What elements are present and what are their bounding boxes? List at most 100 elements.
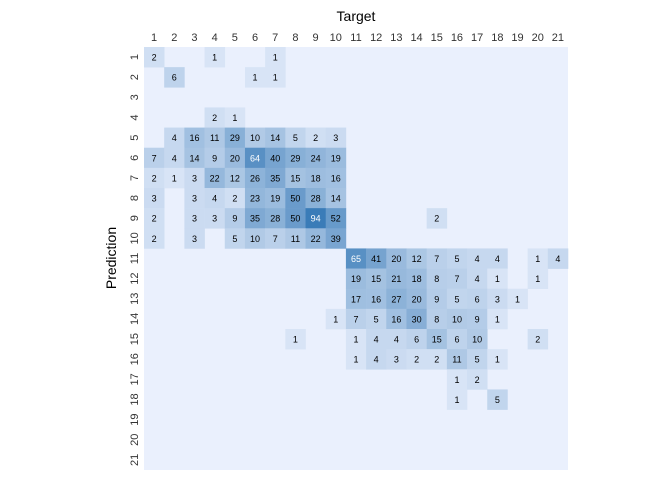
heatmap-cell-r14-c11 xyxy=(345,308,367,330)
cell-value-r4-c4: 2 xyxy=(212,113,217,123)
heatmap-cell-r15-c14 xyxy=(406,329,427,350)
heatmap-cell-r10-c1 xyxy=(144,228,165,249)
heatmap-cell-r12-c11 xyxy=(345,268,367,290)
y-tick-11: 11 xyxy=(129,253,141,264)
y-tick-1: 1 xyxy=(129,54,141,60)
heatmap-cell-r10-c8 xyxy=(285,228,306,249)
x-tick-6: 6 xyxy=(252,32,258,44)
cell-value-r10-c8: 11 xyxy=(291,234,300,244)
x-tick-9: 9 xyxy=(313,32,319,44)
heatmap-cell-r6-c3 xyxy=(184,147,205,169)
x-tick-8: 8 xyxy=(292,32,298,44)
heatmap-cell-r14-c17 xyxy=(467,308,488,330)
cell-value-r6-c3: 14 xyxy=(189,153,199,163)
heatmap-cell-r6-c5 xyxy=(224,147,246,169)
heatmap-cell-r13-c14 xyxy=(406,288,427,310)
heatmap-cell-r5-c10 xyxy=(325,127,347,149)
heatmap-cell-r9-c15 xyxy=(426,208,448,229)
x-tick-17: 17 xyxy=(471,32,483,44)
heatmap-cell-r7-c6 xyxy=(244,167,266,189)
heatmap-cell-r7-c8 xyxy=(285,167,306,189)
y-tick-14: 14 xyxy=(129,313,141,325)
cell-value-r9-c3: 3 xyxy=(192,214,197,224)
cell-value-r18-c18: 5 xyxy=(495,395,500,405)
cell-value-r11-c13: 20 xyxy=(391,254,401,264)
cell-value-r1-c7: 1 xyxy=(273,53,278,63)
cell-value-r6-c10: 19 xyxy=(331,153,341,163)
heatmap-cell-r11-c14 xyxy=(406,248,427,269)
cell-value-r9-c5: 9 xyxy=(232,214,237,224)
cell-value-r14-c15: 8 xyxy=(434,314,439,324)
cell-value-r8-c1: 3 xyxy=(152,194,157,204)
heatmap-cell-r11-c11 xyxy=(345,248,367,269)
cell-value-r5-c8: 5 xyxy=(293,133,298,143)
cell-value-r17-c16: 1 xyxy=(454,375,459,385)
cell-value-r16-c16: 11 xyxy=(452,355,461,365)
heatmap-cell-r15-c20 xyxy=(527,329,549,350)
cell-value-r5-c3: 16 xyxy=(189,133,199,143)
cell-value-r14-c14: 30 xyxy=(412,314,422,324)
heatmap-cell-r15-c15 xyxy=(426,329,448,350)
cell-value-r7-c2: 1 xyxy=(172,173,177,183)
heatmap-cell-r2-c6 xyxy=(244,67,266,88)
heatmap-cell-r11-c15 xyxy=(426,248,448,269)
heatmap-cell-r16-c12 xyxy=(366,349,387,370)
cell-value-r5-c7: 14 xyxy=(270,133,280,143)
y-tick-12: 12 xyxy=(129,273,141,285)
cell-value-r13-c11: 17 xyxy=(351,294,361,304)
heatmap-cell-r6-c4 xyxy=(204,147,226,169)
cell-value-r15-c17: 10 xyxy=(472,335,482,345)
heatmap-cell-r14-c18 xyxy=(487,308,508,330)
cell-value-r5-c6: 10 xyxy=(250,133,260,143)
cell-value-r12-c12: 15 xyxy=(371,274,381,284)
heatmap-cell-r6-c9 xyxy=(305,147,327,169)
y-tick-7: 7 xyxy=(129,175,141,181)
cell-value-r12-c20: 1 xyxy=(535,274,540,284)
heatmap-cell-r1-c1 xyxy=(144,47,165,68)
cell-value-r15-c15: 15 xyxy=(432,335,442,345)
y-tick-19: 19 xyxy=(129,414,141,426)
x-tick-10: 10 xyxy=(330,32,342,44)
heatmap-cell-r8-c10 xyxy=(325,188,347,209)
cell-value-r14-c18: 1 xyxy=(495,314,500,324)
heatmap-cell-r12-c13 xyxy=(386,268,407,290)
heatmap-cell-r9-c7 xyxy=(265,208,286,229)
heatmap-cell-r15-c11 xyxy=(345,329,367,350)
cell-value-r7-c5: 12 xyxy=(230,173,240,183)
cell-value-r10-c10: 39 xyxy=(331,234,341,244)
heatmap-cell-r18-c18 xyxy=(487,389,508,410)
heatmap-cell-r2-c2 xyxy=(164,67,185,88)
heatmap-cell-r2-c7 xyxy=(265,67,286,88)
cell-value-r9-c4: 3 xyxy=(212,214,217,224)
cell-value-r12-c18: 1 xyxy=(495,274,500,284)
heatmap-cell-r10-c7 xyxy=(265,228,286,249)
heatmap-cell-r13-c13 xyxy=(386,288,407,310)
cell-value-r11-c17: 4 xyxy=(475,254,480,264)
cell-value-r10-c1: 2 xyxy=(152,234,157,244)
cell-value-r6-c7: 40 xyxy=(270,153,280,163)
heatmap-cell-r14-c15 xyxy=(426,308,448,330)
heatmap-cell-r10-c3 xyxy=(184,228,205,249)
heatmap-cell-r14-c13 xyxy=(386,308,407,330)
heatmap-cell-r14-c10 xyxy=(325,308,347,330)
cell-value-r11-c18: 4 xyxy=(495,254,500,264)
heatmap-cell-r11-c18 xyxy=(487,248,508,269)
heatmap-cell-r9-c1 xyxy=(144,208,165,229)
cell-value-r10-c5: 5 xyxy=(232,234,237,244)
cell-value-r5-c4: 11 xyxy=(210,133,219,143)
cell-value-r14-c13: 16 xyxy=(391,314,401,324)
cell-value-r8-c9: 28 xyxy=(311,194,321,204)
heatmap-cell-r17-c17 xyxy=(467,369,488,390)
y-axis-title: Prediction xyxy=(103,227,119,289)
heatmap-cell-r8-c3 xyxy=(184,188,205,209)
cell-value-r14-c17: 9 xyxy=(475,314,480,324)
x-tick-12: 12 xyxy=(370,32,382,44)
heatmap-cell-r10-c10 xyxy=(325,228,347,249)
cell-value-r11-c15: 7 xyxy=(434,254,439,264)
heatmap-cell-r13-c12 xyxy=(366,288,387,310)
cell-value-r9-c1: 2 xyxy=(152,214,157,224)
heatmap-cell-r9-c3 xyxy=(184,208,205,229)
cell-value-r5-c10: 3 xyxy=(333,133,338,143)
cell-value-r16-c13: 3 xyxy=(394,355,399,365)
